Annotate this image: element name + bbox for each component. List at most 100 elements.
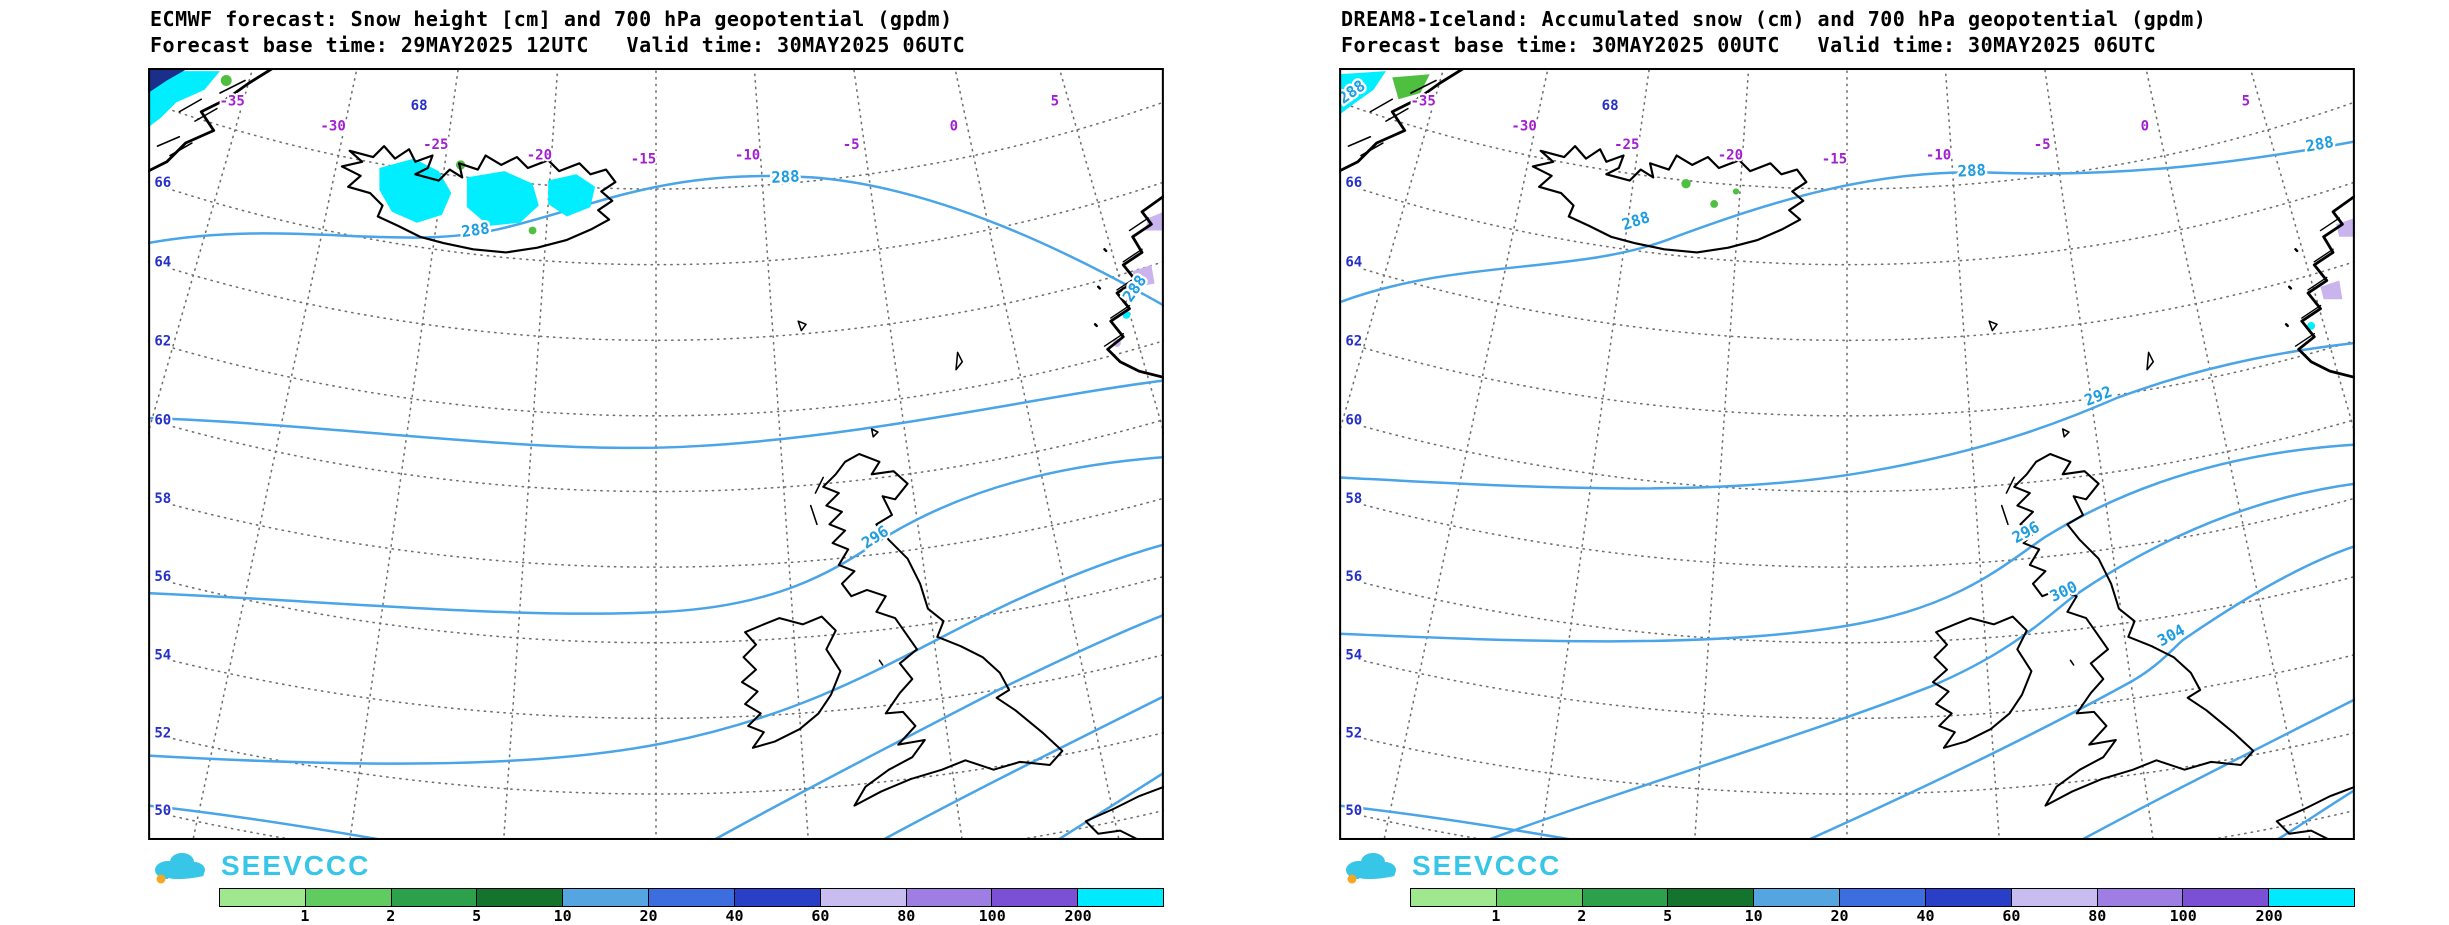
latitude-label: 54 — [1345, 647, 1362, 663]
colorbar-segment — [992, 889, 1079, 906]
colorbar-segment — [1078, 889, 1163, 906]
colorbar-segment — [477, 889, 564, 906]
coastlines — [148, 68, 1164, 840]
latitude-label: 54 — [154, 647, 171, 663]
logo-text: SEEVCCC — [1412, 850, 1562, 881]
panel-subtitle: Forecast base time: 29MAY2025 12UTC Vali… — [150, 33, 966, 57]
latitude-label: 64 — [1345, 254, 1362, 270]
colorbar-label: 60 — [2002, 907, 2021, 925]
panel-ecmwf: ECMWF forecast: Snow height [cm] and 700… — [148, 0, 1164, 925]
colorbar-segment — [649, 889, 735, 906]
colorbar-segment — [1925, 889, 2012, 906]
colorbar-label: 100 — [978, 907, 1006, 925]
seevccc-logo: SEEVCCC — [148, 846, 370, 886]
cloud-logo-icon — [155, 853, 205, 884]
colorbar-label: 60 — [811, 907, 830, 925]
colorbar-label: 5 — [1663, 907, 1673, 925]
colorbar-segment — [220, 889, 306, 906]
geopotential-contour-label: 292 — [2082, 383, 2115, 410]
map-border — [148, 68, 1164, 840]
geopotential-contour-label: 288 — [771, 167, 800, 186]
geopotential-contour-label: 300 — [2047, 578, 2080, 606]
snow-colorbar — [1410, 888, 2355, 907]
longitude-label: -20 — [527, 148, 552, 164]
map-border — [1339, 68, 2355, 840]
panel-dream8: DREAM8-Iceland: Accumulated snow (cm) an… — [1339, 0, 2355, 925]
latitude-label: 60 — [1345, 412, 1362, 428]
panel-title: DREAM8-Iceland: Accumulated snow (cm) an… — [1341, 7, 2207, 31]
colorbar-segment — [305, 889, 392, 906]
colorbar-segment — [1668, 889, 1755, 906]
colorbar-label: 10 — [553, 907, 572, 925]
geopotential-contour-label: 288 — [1620, 208, 1652, 234]
longitude-label: 0 — [950, 119, 958, 135]
latitude-label: 62 — [1345, 333, 1362, 349]
geopotential-contour-label: 288 — [1957, 161, 1986, 180]
longitude-label: -5 — [843, 137, 860, 153]
colorbar-segment — [2011, 889, 2098, 906]
graticule — [148, 68, 1164, 840]
colorbar-segment — [391, 889, 478, 906]
colorbar-label: 200 — [1064, 907, 1092, 925]
colorbar-segment — [2269, 889, 2354, 906]
latitude-label: 68 — [411, 98, 428, 114]
colorbar-segment — [1496, 889, 1583, 906]
longitude-label: -15 — [1822, 151, 1847, 167]
longitude-label: -35 — [219, 94, 244, 110]
latitude-label: 58 — [154, 491, 171, 507]
snow-layer — [1339, 71, 2355, 330]
colorbar-labels: 1 2 5 10 20 40 60 80 100 200 — [1410, 907, 2355, 925]
colorbar-label: 80 — [2088, 907, 2107, 925]
snow-colorbar — [219, 888, 1164, 907]
colorbar-label: 20 — [1830, 907, 1849, 925]
latitude-label: 64 — [154, 254, 171, 270]
colorbar-label: 200 — [2255, 907, 2283, 925]
latitude-label: 62 — [154, 333, 171, 349]
latitude-label: 68 — [1602, 98, 1619, 114]
latitude-label: 56 — [154, 569, 171, 585]
geopotential-contour-label: 296 — [858, 522, 891, 552]
longitude-label: 5 — [1051, 94, 1059, 110]
colorbar-segment — [906, 889, 993, 906]
colorbar-segment — [2097, 889, 2184, 906]
seevccc-logo: SEEVCCC — [1339, 846, 1561, 886]
latitude-label: 60 — [154, 412, 171, 428]
longitude-label: -25 — [423, 137, 448, 153]
longitude-label: -10 — [735, 148, 760, 164]
latitude-label: 56 — [1345, 569, 1362, 585]
longitude-label: -5 — [2034, 137, 2051, 153]
colorbar-label: 100 — [2169, 907, 2197, 925]
colorbar-label: 10 — [1744, 907, 1763, 925]
colorbar-label: 2 — [1577, 907, 1587, 925]
graticule — [1339, 68, 2355, 840]
colorbar-label: 1 — [300, 907, 310, 925]
colorbar-segment — [563, 889, 650, 906]
latitude-label: 66 — [1345, 175, 1362, 191]
colorbar-segment — [1582, 889, 1669, 906]
latitude-label: 50 — [154, 803, 171, 819]
longitude-label: -10 — [1926, 148, 1951, 164]
longitude-label: 0 — [2141, 119, 2149, 135]
colorbar-label: 80 — [897, 907, 916, 925]
longitude-label: -30 — [1511, 119, 1536, 135]
latitude-label: 50 — [1345, 803, 1362, 819]
geopotential-contour-label: 288 — [460, 219, 490, 241]
colorbar-segment — [1840, 889, 1926, 906]
colorbar-segment — [2183, 889, 2270, 906]
colorbar-label: 40 — [1916, 907, 1935, 925]
colorbar-segment — [1411, 889, 1497, 906]
colorbar-label: 20 — [639, 907, 658, 925]
snow-layer — [148, 68, 1164, 347]
geopotential-contours — [148, 174, 1164, 840]
colorbar-segment — [820, 889, 907, 906]
longitude-label: -30 — [320, 119, 345, 135]
geopotential-contour-label: 304 — [2155, 621, 2188, 650]
longitude-label: -35 — [1410, 94, 1435, 110]
latitude-label: 58 — [1345, 491, 1362, 507]
logo-text: SEEVCCC — [221, 850, 371, 881]
colorbar-label: 1 — [1491, 907, 1501, 925]
geopotential-contours — [1339, 140, 2355, 840]
panel-title: ECMWF forecast: Snow height [cm] and 700… — [150, 7, 953, 31]
